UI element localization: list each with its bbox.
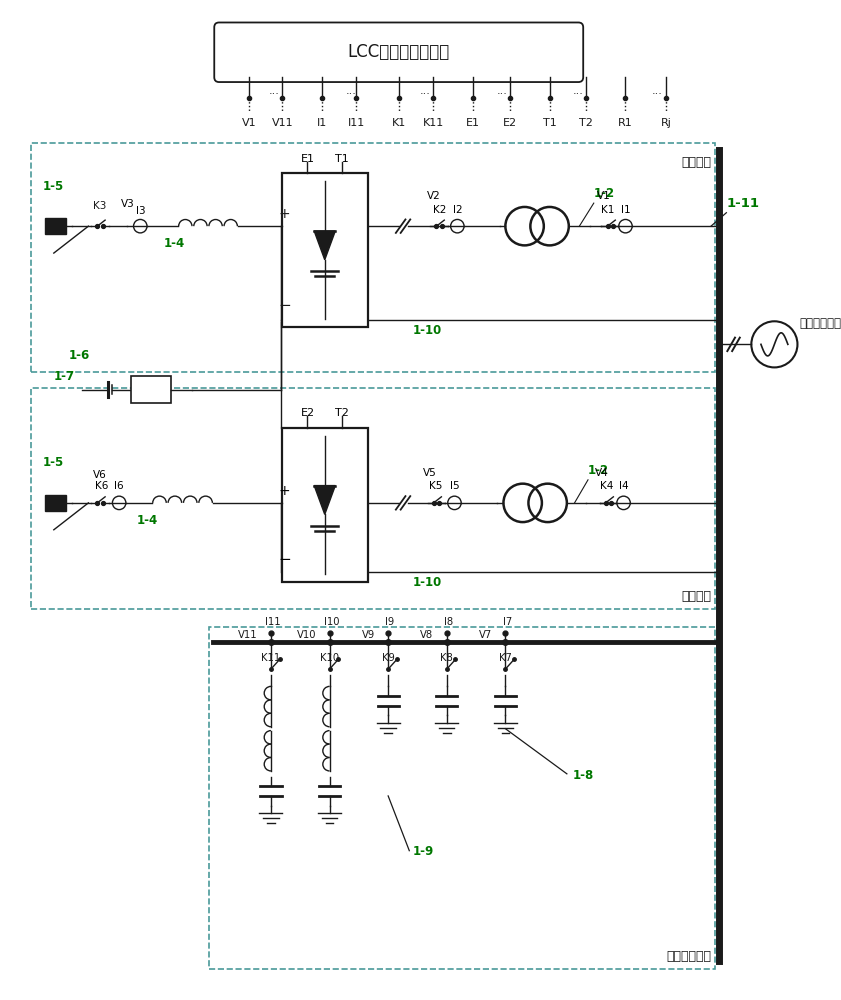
Text: I10: I10 xyxy=(324,617,339,627)
Text: LCC逆变站监控系统: LCC逆变站监控系统 xyxy=(347,43,450,61)
Text: V1: V1 xyxy=(241,118,257,128)
Text: V7: V7 xyxy=(479,630,492,640)
Text: E2: E2 xyxy=(503,118,517,128)
Text: K6: K6 xyxy=(95,481,108,491)
Text: K5: K5 xyxy=(430,481,443,491)
Text: 负极系统: 负极系统 xyxy=(681,590,711,603)
Text: 1-11: 1-11 xyxy=(727,197,759,210)
Text: R1: R1 xyxy=(618,118,633,128)
Text: K1: K1 xyxy=(392,118,406,128)
Text: I3: I3 xyxy=(136,206,146,216)
Bar xyxy=(45,495,66,511)
Text: V11: V11 xyxy=(238,630,257,640)
Text: V8: V8 xyxy=(420,630,433,640)
Text: I9: I9 xyxy=(385,617,394,627)
Text: 1-2: 1-2 xyxy=(594,187,615,200)
Text: K2: K2 xyxy=(433,205,447,215)
Text: 1-5: 1-5 xyxy=(42,456,64,469)
Text: E1: E1 xyxy=(466,118,479,128)
Text: K11: K11 xyxy=(423,118,444,128)
Bar xyxy=(130,376,171,403)
Text: K4: K4 xyxy=(600,481,613,491)
Text: I5: I5 xyxy=(450,481,459,491)
Text: 1-10: 1-10 xyxy=(413,576,442,589)
Text: 1-9: 1-9 xyxy=(413,845,435,858)
Text: I1: I1 xyxy=(317,118,327,128)
Text: E2: E2 xyxy=(300,408,315,418)
Text: K8: K8 xyxy=(441,653,453,663)
Text: I11: I11 xyxy=(348,118,365,128)
Text: V9: V9 xyxy=(362,630,375,640)
Text: 1-10: 1-10 xyxy=(413,324,442,337)
Text: K3: K3 xyxy=(93,201,107,211)
Bar xyxy=(209,627,715,969)
FancyBboxPatch shape xyxy=(214,22,583,82)
Text: 1-2: 1-2 xyxy=(588,464,609,477)
Text: K1: K1 xyxy=(601,205,615,215)
Polygon shape xyxy=(315,231,336,260)
Text: V3: V3 xyxy=(121,199,135,209)
Text: Rj: Rj xyxy=(660,118,671,128)
Text: I11: I11 xyxy=(265,617,281,627)
Text: ...: ... xyxy=(651,86,662,96)
Text: V5: V5 xyxy=(422,468,436,478)
Text: I7: I7 xyxy=(503,617,512,627)
Bar xyxy=(31,143,715,372)
Text: V2: V2 xyxy=(426,191,440,201)
Text: I1: I1 xyxy=(621,205,630,215)
Text: T1: T1 xyxy=(336,154,349,164)
Text: K7: K7 xyxy=(499,653,512,663)
Text: ...: ... xyxy=(497,86,508,96)
Text: −: − xyxy=(278,552,291,567)
Text: 1-4: 1-4 xyxy=(136,514,157,527)
Text: I4: I4 xyxy=(619,481,628,491)
Bar xyxy=(45,218,66,234)
Polygon shape xyxy=(315,486,336,514)
Text: ...: ... xyxy=(573,86,584,96)
Bar xyxy=(31,388,715,609)
Text: 1-7: 1-7 xyxy=(54,370,75,383)
Text: +: + xyxy=(278,207,290,221)
Text: 1-5: 1-5 xyxy=(42,180,64,193)
Text: ...: ... xyxy=(420,86,431,96)
Text: V1: V1 xyxy=(596,191,611,201)
Text: ...: ... xyxy=(268,86,279,96)
Text: 动模交流电网: 动模交流电网 xyxy=(800,317,841,330)
Text: V4: V4 xyxy=(595,468,608,478)
Bar xyxy=(282,428,368,582)
Text: K11: K11 xyxy=(262,653,281,663)
Text: I8: I8 xyxy=(444,617,453,627)
Text: +: + xyxy=(278,484,290,498)
Text: E1: E1 xyxy=(300,154,315,164)
Text: V11: V11 xyxy=(272,118,294,128)
Bar xyxy=(282,173,368,327)
Text: I6: I6 xyxy=(114,481,124,491)
Text: T1: T1 xyxy=(542,118,557,128)
Text: I2: I2 xyxy=(452,205,463,215)
Text: ...: ... xyxy=(346,86,356,96)
Text: 1-6: 1-6 xyxy=(69,349,91,362)
Text: K9: K9 xyxy=(382,653,394,663)
Text: 1-8: 1-8 xyxy=(573,769,594,782)
Text: T2: T2 xyxy=(579,118,593,128)
Text: −: − xyxy=(278,298,291,313)
Text: V6: V6 xyxy=(93,470,107,480)
Text: 正极系统: 正极系统 xyxy=(681,156,711,169)
Text: T2: T2 xyxy=(335,408,349,418)
Text: 1-4: 1-4 xyxy=(163,237,184,250)
Text: 交流滤波器组: 交流滤波器组 xyxy=(666,950,711,963)
Text: V10: V10 xyxy=(297,630,316,640)
Text: K10: K10 xyxy=(320,653,339,663)
